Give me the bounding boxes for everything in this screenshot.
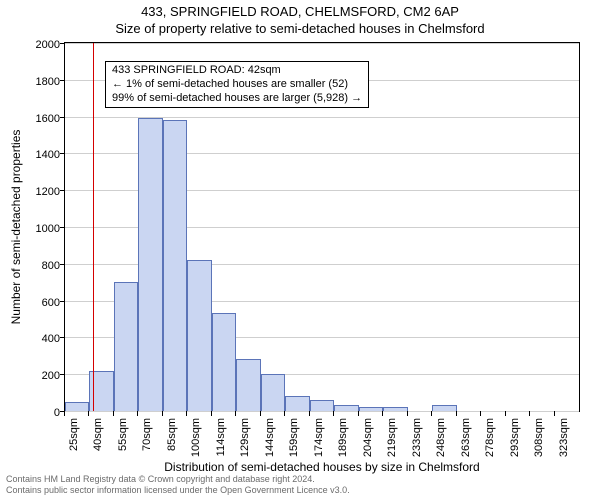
chart-container: 433, SPRINGFIELD ROAD, CHELMSFORD, CM2 6… (0, 0, 600, 500)
y-tick-label: 600 (42, 297, 60, 309)
histogram-bar (359, 407, 383, 411)
x-tick-label: 55sqm (117, 418, 129, 451)
x-tick-mark (407, 411, 408, 416)
x-tick-mark (113, 411, 114, 416)
x-tick-label: 100sqm (190, 418, 202, 457)
x-tick-mark (505, 411, 506, 416)
property-marker-line (93, 43, 94, 411)
histogram-bar (163, 120, 187, 411)
y-tick-label: 200 (42, 370, 60, 382)
x-tick-label: 189sqm (337, 418, 349, 457)
x-tick-label: 159sqm (288, 418, 300, 457)
x-tick-mark (529, 411, 530, 416)
x-axis: 25sqm 40sqm 55sqm 70sqm 85sqm 100sqm 114sqm 129… (64, 412, 580, 462)
y-tick-label: 1400 (36, 149, 60, 161)
x-tick-label: 263sqm (460, 418, 472, 457)
x-tick-label: 114sqm (215, 418, 227, 456)
x-tick-mark (260, 411, 261, 416)
footer-line2: Contains public sector information licen… (6, 485, 350, 496)
y-tick-label: 800 (42, 260, 60, 272)
x-tick-label: 85sqm (166, 418, 178, 451)
y-tick-label: 1000 (36, 223, 60, 235)
x-tick-label: 278sqm (484, 418, 496, 457)
x-tick-label: 129sqm (239, 418, 251, 457)
x-tick-mark (284, 411, 285, 416)
histogram-bar (432, 405, 456, 411)
attribution-footer: Contains HM Land Registry data © Crown c… (6, 474, 350, 496)
y-tick-label: 1200 (36, 186, 60, 198)
histogram-bar (65, 402, 89, 411)
x-tick-mark (88, 411, 89, 416)
x-tick-mark (554, 411, 555, 416)
callout-box: 433 SPRINGFIELD ROAD: 42sqm ← 1% of semi… (105, 61, 369, 108)
callout-line3: 99% of semi-detached houses are larger (… (112, 92, 362, 106)
y-tick-label: 400 (42, 333, 60, 345)
x-axis-label: Distribution of semi-detached houses by … (64, 460, 580, 474)
x-tick-mark (333, 411, 334, 416)
x-tick-label: 323sqm (558, 418, 570, 457)
x-tick-label: 144sqm (264, 418, 276, 457)
chart-subtitle: Size of property relative to semi-detach… (0, 21, 600, 36)
callout-line2: ← 1% of semi-detached houses are smaller… (112, 78, 362, 92)
x-tick-mark (137, 411, 138, 416)
histogram-bar (383, 407, 407, 411)
histogram-bar (114, 282, 138, 411)
x-tick-mark (382, 411, 383, 416)
plot-area: 433 SPRINGFIELD ROAD: 42sqm ← 1% of semi… (64, 42, 580, 412)
histogram-bar (212, 313, 236, 411)
x-tick-mark (358, 411, 359, 416)
callout-line1: 433 SPRINGFIELD ROAD: 42sqm (112, 64, 362, 78)
histogram-bar (261, 374, 285, 411)
y-axis: 0200400600800100012001400160018002000 (0, 42, 64, 412)
y-tick-label: 1800 (36, 76, 60, 88)
x-tick-mark (211, 411, 212, 416)
x-tick-label: 248sqm (435, 418, 447, 457)
histogram-bar (285, 396, 309, 411)
x-tick-label: 40sqm (92, 418, 104, 451)
histogram-bar (334, 405, 358, 411)
x-tick-mark (309, 411, 310, 416)
x-tick-mark (235, 411, 236, 416)
x-tick-label: 293sqm (509, 418, 521, 457)
x-tick-mark (64, 411, 65, 416)
histogram-bar (236, 359, 260, 411)
x-tick-mark (480, 411, 481, 416)
x-tick-mark (162, 411, 163, 416)
footer-line1: Contains HM Land Registry data © Crown c… (6, 474, 350, 485)
x-tick-mark (186, 411, 187, 416)
histogram-bar (138, 118, 162, 411)
x-tick-label: 233sqm (411, 418, 423, 457)
x-tick-label: 308sqm (533, 418, 545, 457)
y-tick-label: 1600 (36, 113, 60, 125)
x-tick-label: 70sqm (141, 418, 153, 451)
x-tick-label: 25sqm (68, 418, 80, 451)
x-tick-label: 204sqm (362, 418, 374, 457)
x-tick-mark (431, 411, 432, 416)
x-tick-mark (456, 411, 457, 416)
y-tick-label: 2000 (36, 39, 60, 51)
histogram-bar (187, 260, 211, 411)
histogram-bar (310, 400, 334, 411)
plot-area-wrap: 433 SPRINGFIELD ROAD: 42sqm ← 1% of semi… (64, 42, 580, 412)
chart-title: 433, SPRINGFIELD ROAD, CHELMSFORD, CM2 6… (0, 0, 600, 19)
x-tick-label: 174sqm (313, 418, 325, 457)
y-tick-label: 0 (54, 407, 60, 419)
x-tick-label: 219sqm (386, 418, 398, 457)
